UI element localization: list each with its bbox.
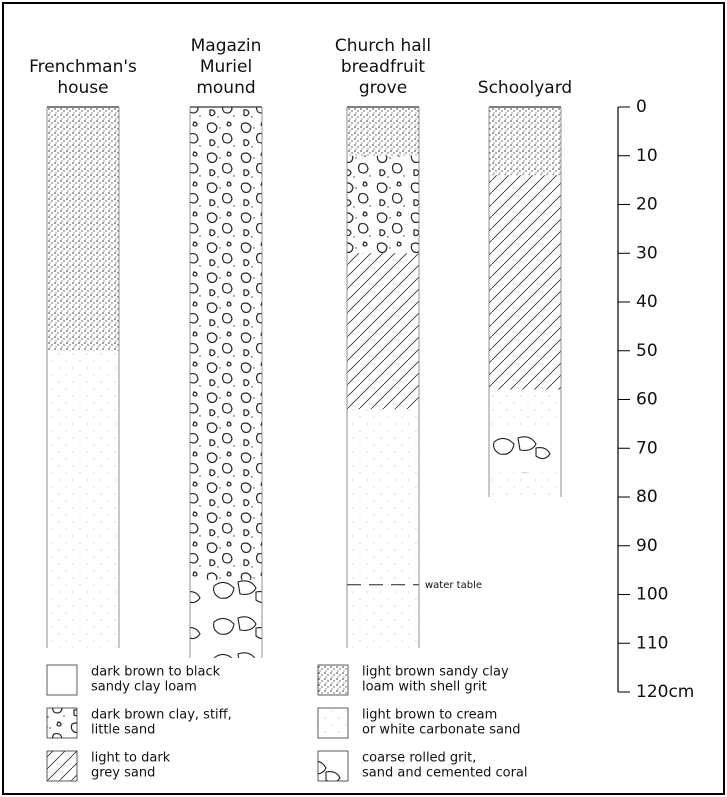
column-label: mound <box>196 78 255 98</box>
soil-profile-figure: Frenchman'shouse MagazinMurielmound Church… <box>0 0 727 797</box>
water-table-label: water table <box>425 580 482 591</box>
legend-text: sand and cemented coral <box>362 766 528 781</box>
soil-layer <box>489 107 561 175</box>
column-label: Church hall <box>335 36 431 56</box>
scale-label: 30 <box>636 243 658 263</box>
legend-text: light brown to cream <box>362 708 497 723</box>
soil-layer <box>347 156 419 254</box>
soil-layer <box>47 107 119 351</box>
soil-layer <box>347 253 419 409</box>
scale-label: 60 <box>636 390 658 410</box>
scale-label: 70 <box>636 438 658 458</box>
legend-text: sandy clay loam <box>91 680 197 695</box>
scale-label: 10 <box>636 146 658 166</box>
scale-label: 50 <box>636 341 658 361</box>
legend-text: dark brown clay, stiff, <box>91 708 232 723</box>
scale-label: 120cm <box>636 682 694 702</box>
soil-layer <box>489 175 561 390</box>
soil-layer <box>47 351 119 648</box>
column-label: Muriel <box>200 57 252 77</box>
column-label: grove <box>359 78 407 98</box>
legend-text: or white carbonate sand <box>362 723 520 738</box>
legend-text: coarse rolled grit, <box>362 751 476 766</box>
column-label: Magazin <box>191 36 262 56</box>
soil-layer <box>489 390 561 429</box>
scale-label: 90 <box>636 536 658 556</box>
legend-swatch <box>47 665 77 695</box>
scale-label: 40 <box>636 292 658 312</box>
legend-swatch <box>318 708 348 738</box>
soil-layer <box>190 580 262 658</box>
column-label: Schoolyard <box>478 78 572 98</box>
legend-text: light to dark <box>91 751 171 766</box>
scale-label: 100 <box>636 585 668 605</box>
legend-text: light brown sandy clay <box>362 665 509 680</box>
legend-text: dark brown to black <box>91 665 221 680</box>
legend-text: loam with shell grit <box>362 680 487 695</box>
column-label: breadfruit <box>341 57 426 77</box>
soil-layer <box>489 429 561 473</box>
scale-label: 0 <box>636 97 647 117</box>
legend-text: little sand <box>91 723 155 738</box>
legend-swatch <box>47 708 77 738</box>
column-label: house <box>57 78 108 98</box>
legend-swatch <box>47 751 77 781</box>
scale-label: 20 <box>636 195 658 215</box>
scale-label: 110 <box>636 633 668 653</box>
soil-layer <box>489 473 561 497</box>
legend-text: grey sand <box>91 766 155 781</box>
soil-layer <box>190 107 262 580</box>
soil-layer <box>347 107 419 156</box>
legend-swatch <box>318 665 348 695</box>
column-label: Frenchman's <box>29 57 137 77</box>
legend-swatch <box>318 751 348 781</box>
scale-label: 80 <box>636 487 658 507</box>
soil-layer <box>347 409 419 648</box>
